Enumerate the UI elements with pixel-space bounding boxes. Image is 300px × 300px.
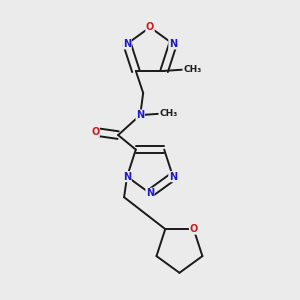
Text: O: O — [146, 22, 154, 32]
Text: N: N — [169, 39, 177, 49]
Text: N: N — [146, 188, 154, 198]
Text: CH₃: CH₃ — [159, 109, 177, 118]
Text: CH₃: CH₃ — [183, 65, 201, 74]
Text: N: N — [123, 172, 131, 182]
Text: N: N — [123, 39, 131, 49]
Text: O: O — [190, 224, 198, 234]
Text: N: N — [136, 110, 144, 120]
Text: O: O — [91, 127, 99, 136]
Text: N: N — [169, 172, 177, 182]
